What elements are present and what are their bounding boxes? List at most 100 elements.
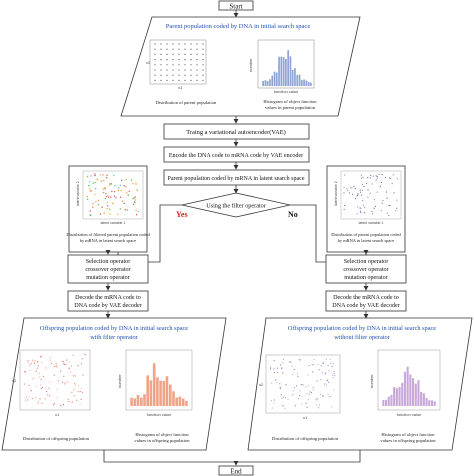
plot-point: [297, 373, 299, 375]
plot-point: [40, 387, 42, 390]
plot-point: [28, 384, 30, 386]
top-scatter-ylabel: x2: [146, 60, 151, 65]
plot-point: [99, 213, 102, 215]
plot-point: [196, 79, 198, 81]
plot-point: [106, 208, 108, 210]
plot-point: [49, 381, 51, 383]
plot-point: [320, 365, 322, 367]
plot-point: [166, 79, 168, 81]
plot-point: [320, 393, 322, 395]
right-latent-ylabel: latent variable 2: [334, 181, 338, 206]
plot-point: [62, 403, 65, 405]
plot-point: [196, 69, 198, 71]
histogram-bar: [300, 79, 303, 86]
plot-point: [32, 378, 34, 380]
plot-point: [285, 384, 287, 386]
plot-point: [27, 399, 29, 401]
plot-point: [117, 213, 119, 216]
plot-point: [302, 384, 304, 386]
plot-point: [313, 363, 315, 365]
histogram-bar: [428, 400, 431, 406]
plot-point: [160, 64, 162, 66]
plot-point: [378, 173, 380, 175]
bottom-right-title-1: Offspring population coded by DNA in ini…: [288, 325, 436, 332]
plot-point: [154, 74, 156, 76]
bottom-right-histogram: number function value: [369, 349, 441, 417]
histogram-bar: [280, 56, 283, 86]
plot-point: [109, 208, 111, 210]
left-latent-ylabel: latent variable 2: [76, 181, 80, 206]
encode-label: Encode the DNA code to mRNA code by VAE …: [169, 153, 303, 159]
plot-point: [376, 177, 379, 179]
plot-point: [333, 389, 335, 391]
histogram-bar: [172, 391, 175, 406]
plot-point: [346, 188, 348, 190]
plot-point: [104, 197, 107, 200]
plot-point: [79, 403, 81, 405]
plot-point: [110, 183, 113, 185]
histogram-bar: [273, 71, 276, 86]
plot-point: [393, 192, 395, 194]
plot-point: [322, 361, 324, 363]
br-scatter-caption: Distribution of offspring population: [272, 436, 339, 441]
histogram-bar: [310, 82, 312, 86]
plot-point: [33, 361, 35, 363]
plot-point: [76, 399, 78, 401]
plot-point: [90, 175, 92, 177]
plot-point: [172, 74, 174, 76]
histogram-bar: [307, 82, 310, 86]
plot-point: [44, 398, 46, 400]
plot-point: [371, 213, 374, 215]
plot-point: [109, 184, 111, 186]
left-latent-xlabel: latent variable 1: [101, 221, 126, 225]
plot-point: [374, 205, 377, 207]
histogram-bar: [406, 366, 409, 406]
histogram-bar: [159, 380, 162, 406]
plot-point: [89, 210, 91, 212]
plot-point: [276, 381, 278, 383]
plot-point: [371, 210, 373, 212]
plot-point: [160, 53, 162, 56]
plot-point: [311, 364, 313, 366]
plot-point: [364, 206, 366, 208]
histogram-bar: [140, 397, 143, 406]
plot-point: [296, 385, 298, 387]
plot-point: [190, 79, 192, 81]
train-vae-label: Traing a variational autoencoder(VAE): [186, 129, 286, 136]
plot-point: [166, 69, 168, 71]
plot-point: [113, 195, 116, 197]
plot-point: [350, 187, 352, 189]
plot-point: [132, 183, 134, 185]
plot-point: [106, 174, 108, 176]
plot-point: [283, 396, 285, 398]
histogram-bar: [305, 80, 308, 86]
merge-right-line: [236, 450, 361, 463]
plot-point: [313, 358, 315, 360]
plot-point: [178, 74, 180, 76]
plot-point: [277, 371, 279, 374]
histogram-bar: [387, 396, 390, 406]
plot-point: [107, 194, 109, 197]
plot-point: [166, 43, 168, 45]
plot-point: [379, 185, 381, 187]
plot-point: [94, 181, 96, 184]
histogram-bar: [146, 375, 149, 406]
plot-point: [154, 79, 156, 81]
plot-point: [178, 48, 180, 50]
plot-point: [361, 189, 363, 191]
histogram-bar: [165, 376, 169, 406]
plot-point: [184, 43, 186, 45]
plot-point: [62, 363, 64, 365]
plot-point: [74, 384, 77, 386]
plot-point: [128, 190, 130, 192]
plot-point: [354, 187, 356, 190]
plot-point: [312, 389, 314, 391]
plot-point: [154, 59, 156, 61]
plot-point: [190, 59, 192, 61]
plot-point: [124, 209, 127, 211]
plot-point: [109, 196, 112, 198]
plot-point: [27, 361, 29, 363]
plot-point: [184, 64, 186, 66]
left-op-line2: crossover operator: [85, 267, 130, 273]
plot-point: [54, 365, 56, 368]
